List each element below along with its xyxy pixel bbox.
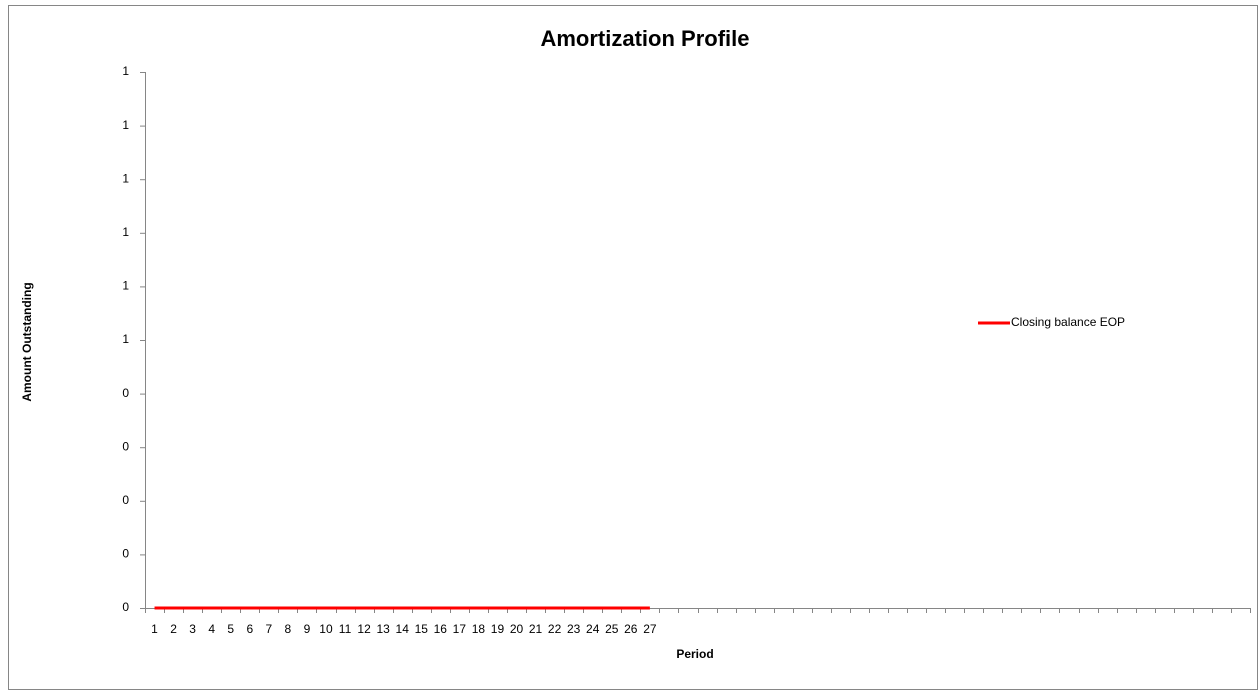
y-axis-label: Amount Outstanding bbox=[20, 282, 34, 401]
y-tick-label: 1 bbox=[122, 118, 129, 132]
x-tick-label: 25 bbox=[605, 622, 619, 636]
x-tick-label: 9 bbox=[304, 622, 311, 636]
x-tick-label: 17 bbox=[453, 622, 467, 636]
x-tick-label: 4 bbox=[208, 622, 215, 636]
x-tick-label: 13 bbox=[376, 622, 390, 636]
y-tick-label: 1 bbox=[122, 171, 129, 185]
y-tick-label: 0 bbox=[122, 439, 129, 453]
x-tick-label: 11 bbox=[339, 622, 352, 636]
x-tick-label: 24 bbox=[586, 622, 600, 636]
x-tick-label: 27 bbox=[643, 622, 657, 636]
x-tick-label: 18 bbox=[472, 622, 486, 636]
x-tick-label: 1 bbox=[151, 622, 158, 636]
x-tick-label: 2 bbox=[170, 622, 177, 636]
x-tick-label: 14 bbox=[396, 622, 410, 636]
y-tick-label: 1 bbox=[122, 64, 129, 78]
x-tick-label: 22 bbox=[548, 622, 562, 636]
y-tick-label: 1 bbox=[122, 225, 129, 239]
x-tick-label: 7 bbox=[265, 622, 272, 636]
y-tick-label: 0 bbox=[122, 547, 129, 561]
x-axis-label: Period bbox=[676, 647, 713, 661]
chart-border bbox=[8, 5, 1258, 690]
x-tick-label: 6 bbox=[246, 622, 253, 636]
x-tick-label: 10 bbox=[319, 622, 333, 636]
y-tick-label: 1 bbox=[122, 279, 129, 293]
y-tick-label: 0 bbox=[122, 493, 129, 507]
legend-label: Closing balance EOP bbox=[1011, 315, 1125, 329]
x-tick-label: 16 bbox=[434, 622, 448, 636]
x-tick-label: 23 bbox=[567, 622, 581, 636]
x-tick-label: 21 bbox=[529, 622, 543, 636]
x-tick-label: 12 bbox=[357, 622, 371, 636]
x-tick-label: 26 bbox=[624, 622, 638, 636]
x-tick-label: 15 bbox=[415, 622, 429, 636]
x-tick-label: 8 bbox=[285, 622, 292, 636]
x-tick-label: 5 bbox=[227, 622, 234, 636]
y-tick-label: 1 bbox=[122, 332, 129, 346]
y-tick-label: 0 bbox=[122, 600, 129, 614]
y-tick-label: 0 bbox=[122, 386, 129, 400]
x-tick-label: 3 bbox=[189, 622, 196, 636]
chart-title: Amortization Profile bbox=[540, 26, 749, 51]
x-tick-label: 19 bbox=[491, 622, 505, 636]
x-tick-label: 20 bbox=[510, 622, 524, 636]
